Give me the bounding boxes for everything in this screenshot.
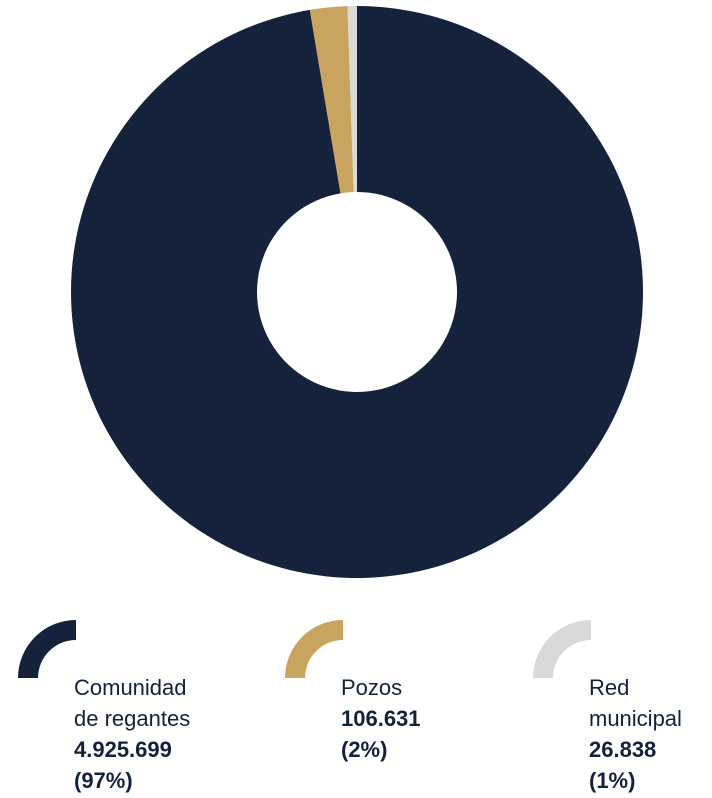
legend-label-comunidad-line-2: de regantes	[74, 706, 191, 731]
donut-slice-pozos	[309, 6, 354, 194]
legend-swatch-comunidad-de-regantes	[18, 620, 76, 678]
legend-item-pozos: Pozos 106.631 (2%)	[285, 620, 485, 798]
legend-percent-pozos: (2%)	[341, 737, 388, 762]
legend-label-comunidad-line-1: Comunidad	[74, 675, 187, 700]
legend-value-comunidad: 4.925.699	[74, 737, 172, 762]
donut-slice-red-municipal	[347, 6, 357, 193]
legend-value-pozos: 106.631	[341, 706, 421, 731]
legend-swatch-red-municipal	[533, 620, 591, 678]
legend-item-comunidad-de-regantes: Comunidad de regantes 4.925.699 (97%)	[18, 620, 218, 798]
legend-label-pozos: Pozos	[341, 675, 403, 700]
legend-label-red-line-1: Red	[589, 675, 630, 700]
legend-item-red-municipal: Red municipal 26.838 (1%)	[533, 620, 712, 798]
legend-value-red-municipal: 26.838	[589, 737, 657, 762]
donut-slice-comunidad-de-regantes	[71, 6, 644, 579]
donut-chart	[71, 6, 644, 579]
legend-percent-comunidad: (97%)	[74, 768, 133, 793]
legend-swatch-pozos	[285, 620, 343, 678]
legend-percent-red-municipal: (1%)	[589, 768, 636, 793]
legend-label-red-line-2: municipal	[589, 706, 682, 731]
